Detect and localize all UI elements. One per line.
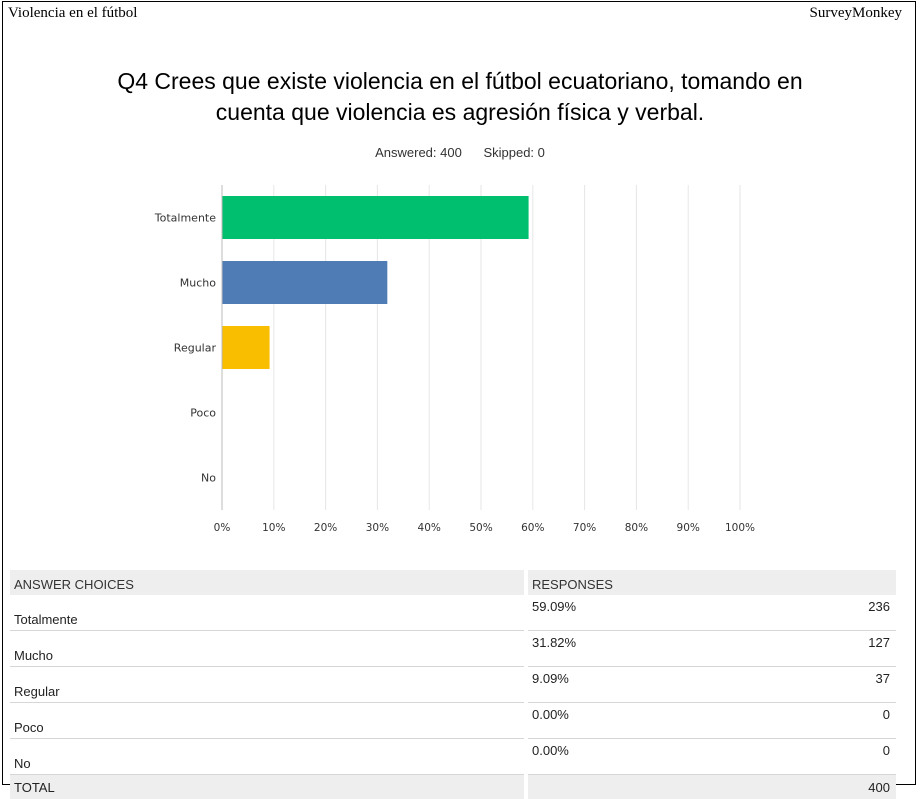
x-tick-label: 90%	[677, 522, 700, 534]
answered-count: Answered: 400	[375, 145, 462, 160]
x-tick-label: 100%	[725, 522, 755, 534]
category-label: No	[201, 472, 216, 485]
x-tick-label: 80%	[625, 522, 648, 534]
count-cell: 0	[676, 703, 896, 739]
percent-cell: 0.00%	[526, 739, 676, 775]
count-cell: 127	[676, 631, 896, 667]
choice-cell: Totalmente	[10, 595, 526, 631]
x-tick-label: 70%	[573, 522, 596, 534]
question-title-line-1: Q4 Crees que existe violencia en el fútb…	[20, 66, 900, 97]
category-label: Mucho	[180, 277, 216, 290]
x-tick-label: 20%	[314, 522, 337, 534]
brand-name: SurveyMonkey	[810, 5, 903, 22]
bar-mucho[interactable]	[223, 261, 388, 304]
choice-cell: No	[10, 739, 526, 775]
percent-cell: 9.09%	[526, 667, 676, 703]
category-label: Totalmente	[154, 212, 216, 225]
header-count	[676, 570, 896, 595]
count-cell: 236	[676, 595, 896, 631]
count-cell: 37	[676, 667, 896, 703]
choice-cell: Mucho	[10, 631, 526, 667]
x-tick-label: 60%	[521, 522, 544, 534]
category-label: Regular	[174, 342, 217, 355]
x-tick-label: 10%	[262, 522, 285, 534]
bar-chart: 0% 10% 20% 30% 40% 50% 60% 70% 80% 90% 100% Totalme…	[0, 175, 920, 545]
percent-cell: 59.09%	[526, 595, 676, 631]
bar-regular[interactable]	[223, 326, 270, 369]
header-responses: RESPONSES	[526, 570, 676, 595]
question-title: Q4 Crees que existe violencia en el fútb…	[20, 66, 900, 128]
total-value: 400	[676, 775, 896, 799]
response-stats: Answered: 400 Skipped: 0	[0, 145, 920, 160]
x-tick-label: 0%	[214, 522, 231, 534]
survey-name: Violencia en el fútbol	[8, 5, 137, 22]
x-tick-label: 30%	[366, 522, 389, 534]
category-label: Poco	[190, 407, 216, 420]
header-answer-choices: ANSWER CHOICES	[10, 570, 526, 595]
skipped-count: Skipped: 0	[483, 145, 544, 160]
total-label: TOTAL	[10, 775, 526, 799]
choice-cell: Poco	[10, 703, 526, 739]
table-header-row: ANSWER CHOICES RESPONSES	[10, 570, 896, 595]
percent-cell: 31.82%	[526, 631, 676, 667]
x-tick-label: 50%	[469, 522, 492, 534]
count-cell: 0	[676, 739, 896, 775]
question-title-line-2: cuenta que violencia es agresión física …	[20, 97, 900, 128]
bar-totalmente[interactable]	[223, 196, 529, 239]
x-tick-label: 40%	[418, 522, 441, 534]
choice-cell: Regular	[10, 667, 526, 703]
percent-cell: 0.00%	[526, 703, 676, 739]
total-spacer	[526, 775, 676, 799]
table-total-row: TOTAL 400	[10, 775, 896, 799]
